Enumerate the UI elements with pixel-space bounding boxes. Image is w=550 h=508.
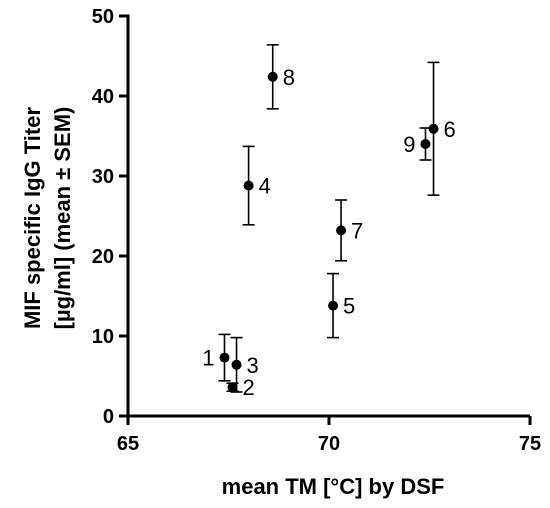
point-label-2: 2 (243, 375, 255, 400)
x-tick-label: 75 (519, 433, 541, 455)
data-point-1 (219, 352, 230, 363)
data-point-5 (328, 300, 339, 311)
point-label-4: 4 (259, 174, 271, 199)
axes (126, 14, 530, 418)
x-tick-label: 70 (318, 433, 340, 455)
x-axis-title: mean TM [°C] by DSF (222, 474, 445, 499)
y-tick-label: 20 (92, 246, 114, 268)
x-tick-label: 65 (117, 433, 139, 455)
point-label-8: 8 (283, 65, 295, 90)
point-label-1: 1 (202, 346, 214, 371)
y-axis-title-line1: MIF specific IgG Titer (20, 107, 45, 330)
y-tick-label: 50 (92, 6, 114, 28)
data-point-2 (227, 382, 238, 393)
y-tick-label: 0 (103, 406, 114, 428)
data-point-4 (243, 180, 254, 191)
point-label-9: 9 (403, 132, 415, 157)
data-point-6 (428, 123, 439, 134)
y-tick-label: 30 (92, 166, 114, 188)
y-axis-title-group: MIF specific IgG Titer [µg/ml] (mean ± S… (20, 107, 75, 330)
y-tick-label: 40 (92, 86, 114, 108)
y-axis-title-line2: [µg/ml] (mean ± SEM) (50, 107, 75, 330)
y-tick-label: 10 (92, 326, 114, 348)
data-point-8 (267, 71, 278, 82)
data-point-7 (336, 225, 347, 236)
point-label-5: 5 (343, 294, 355, 319)
point-label-3: 3 (247, 353, 259, 378)
point-label-6: 6 (444, 117, 456, 142)
data-point-3 (231, 359, 242, 370)
point-label-7: 7 (351, 218, 363, 243)
data-point-9 (420, 139, 431, 149)
